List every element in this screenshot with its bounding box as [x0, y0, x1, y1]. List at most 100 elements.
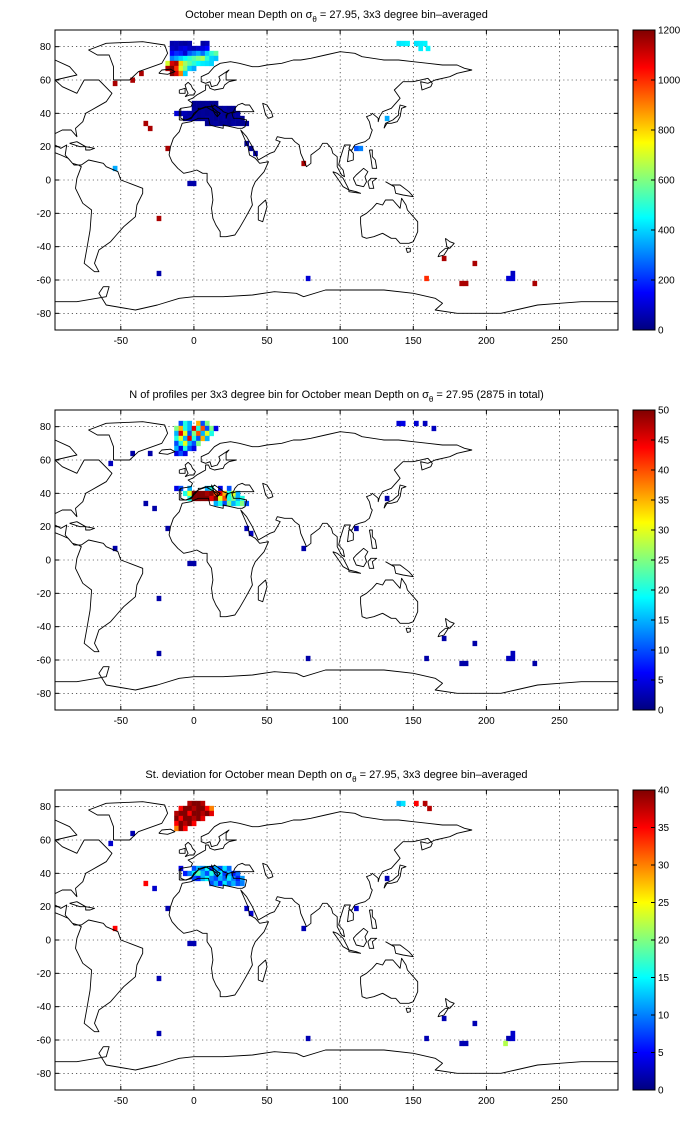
data-cell: [209, 870, 214, 877]
data-cell: [226, 500, 232, 507]
coastline: [444, 237, 455, 249]
data-cell: [213, 875, 219, 882]
title-subscript: θ: [429, 395, 434, 404]
colorbar: 0 200 400 600 800 1000 1200: [632, 26, 681, 337]
data-cell: [213, 55, 219, 62]
data-cell: [239, 875, 245, 882]
colorbar-tick-label: 30: [658, 526, 670, 537]
data-cell: [384, 495, 390, 502]
data-cell: [222, 870, 228, 877]
colorbar-tick-label: 0: [658, 706, 664, 717]
data-cell: [396, 800, 402, 807]
data-cell: [182, 805, 188, 812]
data-cell: [169, 40, 175, 47]
coastline: [257, 959, 268, 983]
y-tick-label: 40: [40, 489, 52, 500]
data-cell: [213, 495, 219, 502]
data-cell: [510, 650, 516, 657]
coastline: [55, 1046, 618, 1090]
data-cell: [301, 160, 307, 167]
coastline: [405, 1007, 411, 1013]
data-cell: [354, 145, 359, 152]
colorbar-tick-label: 20: [658, 936, 670, 947]
data-cell: [231, 110, 236, 117]
data-cell: [218, 500, 223, 507]
coastline: [88, 41, 169, 81]
data-cell: [191, 800, 197, 807]
colorbar-tick-label: 20: [658, 586, 670, 597]
data-cell: [112, 165, 118, 172]
data-cell: [108, 460, 114, 467]
colorbar-tick-label: 600: [658, 176, 675, 187]
data-cell: [147, 125, 153, 132]
coastline: [352, 547, 369, 568]
data-cell: [200, 60, 206, 67]
colorbar-tick-label: 1000: [658, 76, 681, 87]
data-cell: [209, 100, 214, 107]
data-cell: [187, 445, 193, 452]
title-subscript: θ: [312, 15, 317, 24]
data-cell: [422, 420, 428, 427]
data-cell: [191, 875, 197, 882]
data-cell: [156, 975, 162, 982]
x-tick-label: -50: [114, 1096, 129, 1107]
coastline: [383, 104, 407, 129]
data-cell: [196, 490, 201, 497]
data-cell: [182, 810, 188, 817]
data-cell: [174, 60, 179, 67]
data-cell: [218, 120, 223, 127]
data-cell: [354, 905, 359, 912]
data-cell: [204, 105, 210, 112]
coastline: [405, 247, 411, 253]
y-tick-label: 80: [40, 422, 52, 433]
data-cell: [200, 425, 206, 432]
data-cell: [143, 500, 149, 507]
data-cell: [169, 65, 175, 72]
coastline: [85, 906, 95, 911]
x-tick-label: 250: [551, 716, 568, 727]
data-cell: [165, 905, 171, 912]
data-cell: [231, 105, 236, 112]
coastline: [405, 627, 411, 633]
data-cell: [187, 485, 193, 492]
data-cell: [222, 875, 228, 882]
data-cell: [248, 530, 254, 537]
data-cell: [187, 815, 193, 822]
y-tick-label: -40: [37, 622, 52, 633]
data-cell: [204, 55, 210, 62]
x-tick-label: -50: [114, 716, 129, 727]
colorbar: 0 5 10 15 20 25 30 35 40: [632, 786, 670, 1097]
data-cell: [218, 115, 223, 122]
y-tick-label: -40: [37, 1002, 52, 1013]
data-cell: [182, 430, 188, 437]
data-cell: [182, 115, 188, 122]
data-cell: [200, 110, 206, 117]
data-cell: [200, 870, 206, 877]
data-cell: [196, 430, 201, 437]
colorbar: 0 5 10 15 20 25 30 35 40 45 50: [632, 406, 670, 717]
colorbar-tick-label: 10: [658, 646, 670, 657]
data-cell: [112, 545, 118, 552]
data-cell: [472, 640, 478, 647]
data-cell: [187, 440, 193, 447]
x-tick-label: 150: [405, 1096, 422, 1107]
coastline: [383, 484, 407, 509]
data-cell: [187, 55, 193, 62]
data-cell: [204, 435, 210, 442]
data-cell: [472, 1020, 478, 1027]
title-prefix: N of profiles per 3x3 degree bin for Oct…: [129, 389, 429, 401]
data-cell: [108, 840, 114, 847]
data-cell: [506, 655, 511, 662]
panel-title: N of profiles per 3x3 degree bin for Oct…: [129, 389, 544, 404]
data-cell: [510, 1030, 516, 1037]
colorbar-tick-label: 400: [658, 226, 675, 237]
x-tick-label: 50: [261, 716, 273, 727]
y-tick-label: 20: [40, 142, 52, 153]
data-cell: [226, 875, 232, 882]
data-cell: [191, 45, 197, 52]
data-cell: [182, 65, 188, 72]
data-cell: [222, 120, 228, 127]
data-cell: [209, 425, 214, 432]
data-cell: [178, 50, 184, 57]
data-cell: [213, 120, 219, 127]
